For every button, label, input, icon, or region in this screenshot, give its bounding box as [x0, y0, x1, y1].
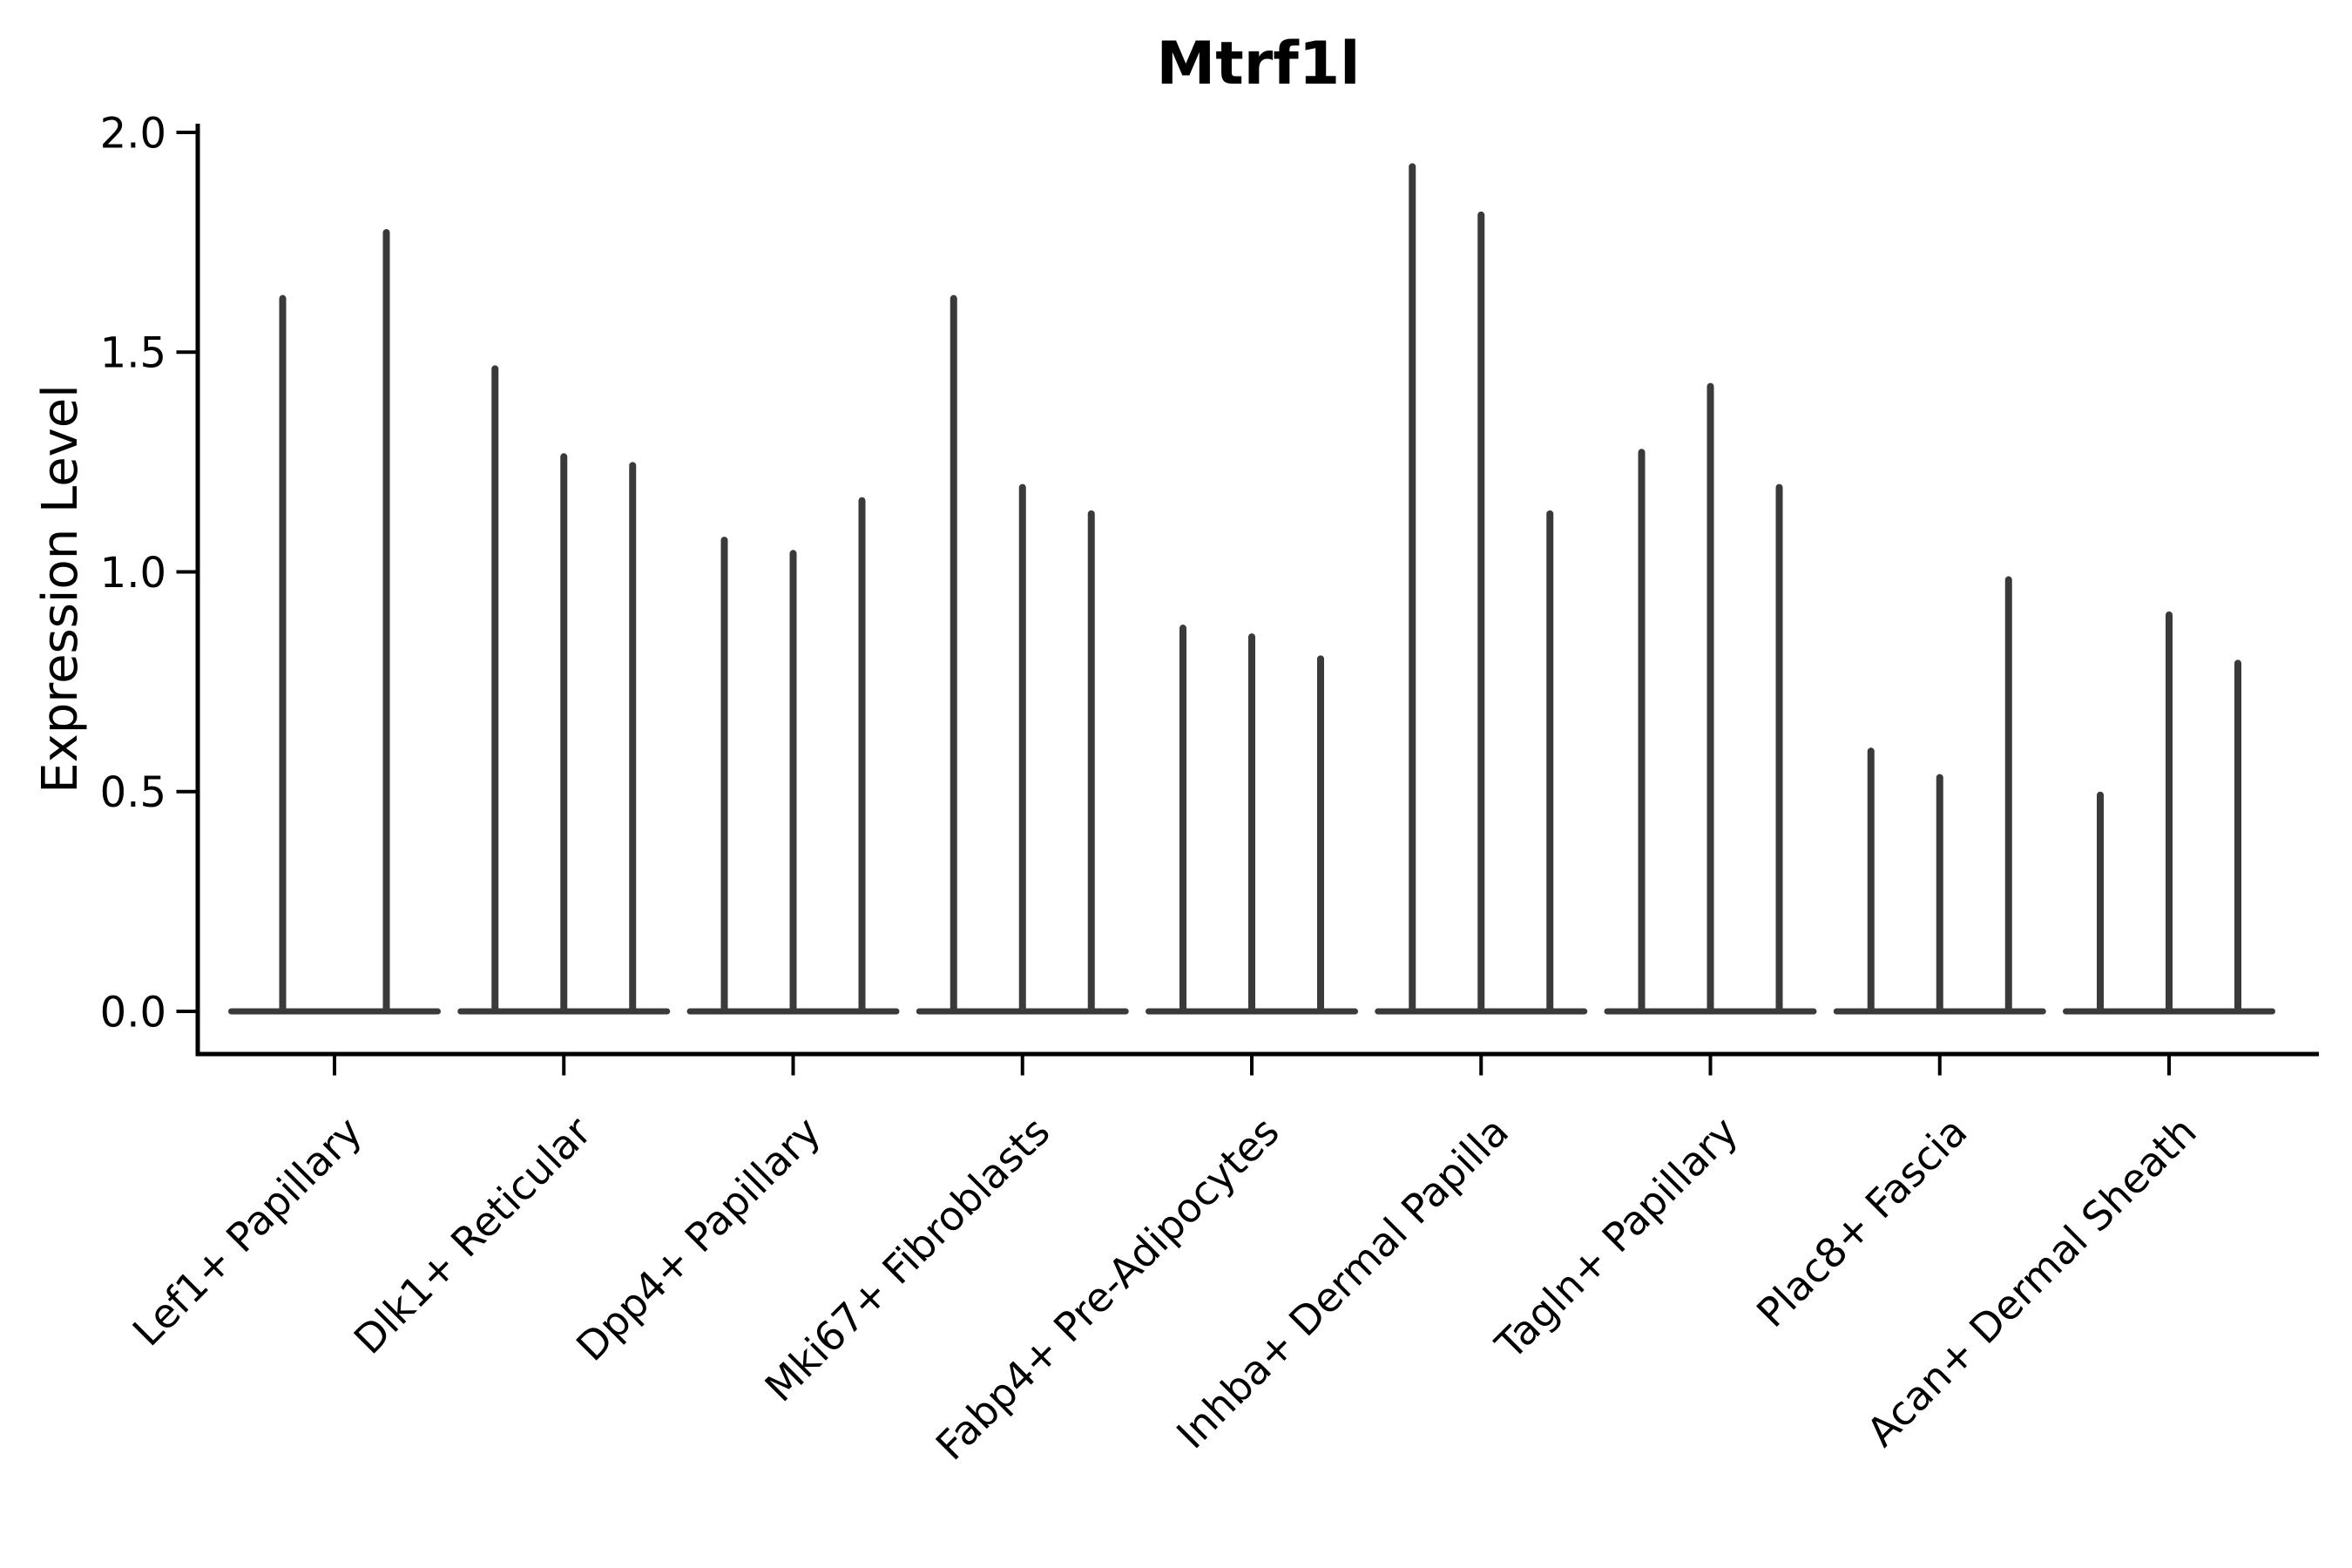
- y-axis-spine: [195, 124, 200, 1057]
- y-tick: [176, 570, 196, 574]
- y-tick-label: 0.0: [100, 988, 166, 1037]
- x-axis-spine: [195, 1051, 2319, 1057]
- x-tick: [1479, 1056, 1484, 1076]
- x-tick: [1020, 1056, 1024, 1076]
- y-tick-label: 0.5: [100, 768, 166, 817]
- x-tick: [2167, 1056, 2171, 1076]
- category-label: Lef1+ Papillary: [124, 1108, 371, 1355]
- chart-title: Mtrf1l: [1157, 30, 1361, 98]
- y-tick: [176, 789, 196, 794]
- y-tick: [176, 131, 196, 134]
- y-tick-label: 1.5: [100, 329, 166, 378]
- category-label: Dpp4+ Papillary: [567, 1108, 829, 1370]
- x-tick: [1250, 1056, 1254, 1076]
- category-label: Tagln+ Papillary: [1486, 1108, 1747, 1369]
- x-tick: [562, 1056, 566, 1076]
- y-tick-label: 1.0: [100, 549, 166, 598]
- x-tick: [333, 1056, 336, 1076]
- x-tick: [1708, 1056, 1713, 1076]
- y-tick-label: 2.0: [100, 109, 166, 158]
- y-axis-label: Expression Level: [32, 384, 89, 794]
- x-tick: [1937, 1056, 1942, 1076]
- y-tick: [176, 350, 196, 355]
- violin-base: [228, 1008, 441, 1015]
- x-tick: [791, 1056, 795, 1076]
- y-tick: [176, 1010, 196, 1013]
- category-label: Dlk1+ Reticular: [345, 1108, 600, 1363]
- category-label: Plac8+ Fascia: [1747, 1108, 1976, 1336]
